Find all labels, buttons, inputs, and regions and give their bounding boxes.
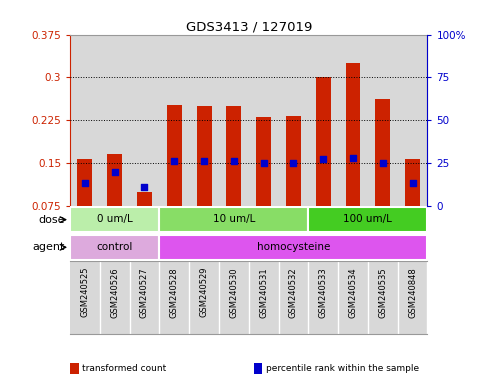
Bar	[129, 35, 159, 206]
Text: GSM240534: GSM240534	[349, 267, 357, 318]
Point	[289, 160, 297, 166]
Text: GSM240528: GSM240528	[170, 267, 179, 318]
Bar	[256, 118, 271, 206]
Bar	[405, 159, 420, 206]
Text: GSM240848: GSM240848	[408, 267, 417, 318]
Text: homocysteine: homocysteine	[257, 242, 330, 252]
Bar	[159, 261, 189, 334]
Point	[409, 180, 416, 186]
Text: 10 um/L: 10 um/L	[213, 214, 255, 224]
Title: GDS3413 / 127019: GDS3413 / 127019	[185, 20, 312, 33]
Text: 0 um/L: 0 um/L	[97, 214, 133, 224]
Bar	[159, 235, 427, 260]
Point	[200, 158, 208, 164]
Bar	[219, 261, 249, 334]
Point	[319, 156, 327, 162]
Bar	[368, 261, 398, 334]
Point	[260, 160, 268, 166]
Text: GSM240530: GSM240530	[229, 267, 238, 318]
Bar	[70, 235, 159, 260]
Bar	[249, 261, 279, 334]
Text: transformed count: transformed count	[82, 364, 166, 373]
Bar	[197, 106, 212, 206]
Text: GSM240525: GSM240525	[81, 267, 89, 318]
Text: agent: agent	[33, 242, 65, 252]
Text: GSM240526: GSM240526	[110, 267, 119, 318]
Bar	[308, 35, 338, 206]
Bar	[100, 261, 129, 334]
Bar	[227, 106, 242, 206]
Text: GSM240533: GSM240533	[319, 267, 327, 318]
Bar	[70, 261, 100, 334]
Bar	[70, 207, 159, 232]
Text: 100 um/L: 100 um/L	[343, 214, 392, 224]
Text: dose: dose	[39, 215, 65, 225]
Bar	[249, 35, 279, 206]
Bar	[279, 35, 308, 206]
Bar	[159, 207, 308, 232]
Bar	[167, 105, 182, 206]
Bar	[70, 35, 100, 206]
Bar	[137, 192, 152, 206]
Point	[379, 160, 386, 166]
Text: GSM240529: GSM240529	[199, 267, 209, 318]
Bar	[219, 35, 249, 206]
Bar	[189, 35, 219, 206]
Bar	[338, 261, 368, 334]
Point	[349, 156, 357, 162]
Bar	[338, 35, 368, 206]
Text: GSM240531: GSM240531	[259, 267, 268, 318]
Point	[111, 169, 119, 175]
Bar	[345, 63, 360, 206]
Bar	[308, 207, 427, 232]
Point	[81, 180, 89, 186]
Bar	[286, 116, 301, 206]
Text: GSM240527: GSM240527	[140, 267, 149, 318]
Text: percentile rank within the sample: percentile rank within the sample	[266, 364, 419, 373]
Point	[230, 158, 238, 164]
Bar	[129, 261, 159, 334]
Text: GSM240532: GSM240532	[289, 267, 298, 318]
Bar	[159, 35, 189, 206]
Bar	[368, 35, 398, 206]
Text: control: control	[97, 242, 133, 252]
Bar	[398, 35, 427, 206]
Bar	[100, 35, 129, 206]
Bar	[279, 261, 308, 334]
Point	[141, 184, 148, 190]
Bar	[77, 159, 92, 206]
Bar	[107, 154, 122, 206]
Text: GSM240535: GSM240535	[378, 267, 387, 318]
Bar	[189, 261, 219, 334]
Point	[170, 158, 178, 164]
Bar	[316, 78, 331, 206]
Bar	[398, 261, 427, 334]
Bar	[375, 99, 390, 206]
Bar	[308, 261, 338, 334]
